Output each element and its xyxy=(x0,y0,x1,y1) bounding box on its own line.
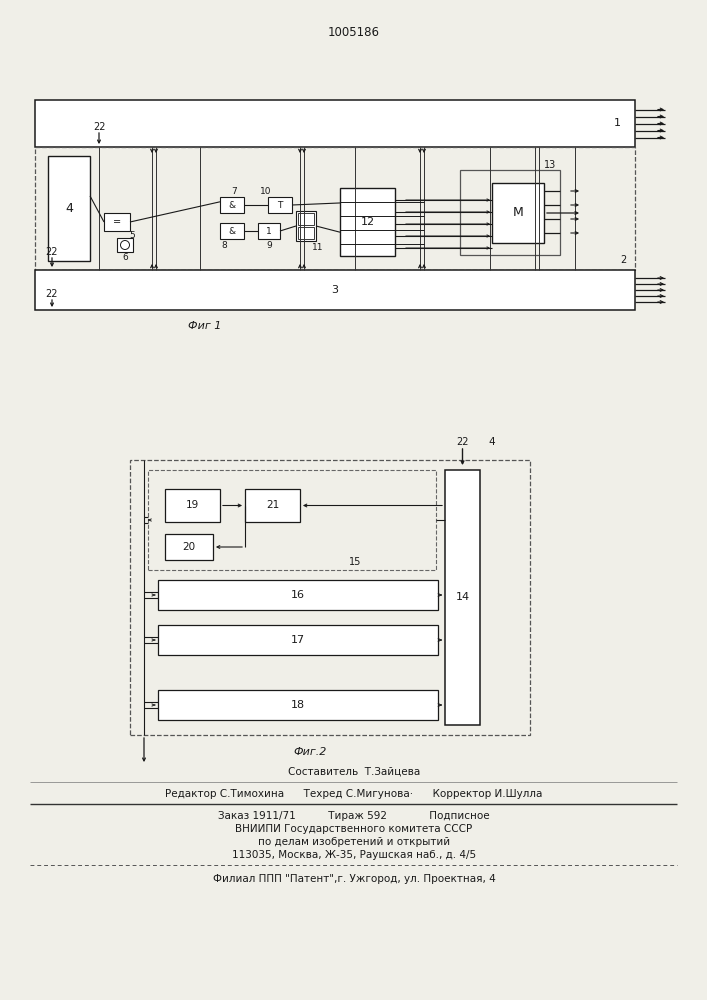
Text: 22: 22 xyxy=(46,247,58,257)
Text: 11: 11 xyxy=(312,242,324,251)
Text: Фиг.2: Фиг.2 xyxy=(293,747,327,757)
Bar xyxy=(158,690,438,720)
Bar xyxy=(220,197,244,213)
Bar xyxy=(340,188,395,256)
Text: &: & xyxy=(228,227,235,235)
Bar xyxy=(298,213,314,225)
Text: 7: 7 xyxy=(231,188,237,196)
Text: 4: 4 xyxy=(489,437,496,447)
Bar xyxy=(35,100,635,147)
Bar xyxy=(245,489,300,522)
Text: 1005186: 1005186 xyxy=(328,25,380,38)
Text: Редактор С.Тимохина      Техред С.Мигунова·      Корректор И.Шулла: Редактор С.Тимохина Техред С.Мигунова· К… xyxy=(165,789,543,799)
Text: по делам изобретений и открытий: по делам изобретений и открытий xyxy=(258,837,450,847)
Text: 20: 20 xyxy=(182,542,196,552)
Text: 22: 22 xyxy=(46,289,58,299)
Bar xyxy=(158,580,438,610)
Bar xyxy=(130,460,530,735)
Text: 10: 10 xyxy=(260,188,271,196)
Text: 18: 18 xyxy=(291,700,305,710)
Bar xyxy=(298,227,314,239)
Bar xyxy=(460,170,560,255)
Text: 14: 14 xyxy=(455,592,469,602)
Bar xyxy=(165,489,220,522)
Text: =: = xyxy=(113,217,121,227)
Bar xyxy=(48,156,90,261)
Text: 22: 22 xyxy=(93,122,105,132)
Text: 5: 5 xyxy=(129,232,135,240)
Text: 1: 1 xyxy=(266,227,272,235)
Bar xyxy=(220,223,244,239)
Text: Филиал ППП "Патент",г. Ужгород, ул. Проектная, 4: Филиал ППП "Патент",г. Ужгород, ул. Прое… xyxy=(213,874,496,884)
Bar xyxy=(104,213,130,231)
Text: 2: 2 xyxy=(620,255,626,265)
Bar xyxy=(117,238,133,252)
Text: 22: 22 xyxy=(456,437,469,447)
Text: T: T xyxy=(277,200,283,210)
Bar xyxy=(268,197,292,213)
Text: 21: 21 xyxy=(266,500,279,510)
Bar xyxy=(35,147,635,270)
Bar xyxy=(492,183,544,243)
Text: 17: 17 xyxy=(291,635,305,645)
Bar xyxy=(35,270,635,310)
Text: 113035, Москва, Ж-35, Раушская наб., д. 4/5: 113035, Москва, Ж-35, Раушская наб., д. … xyxy=(232,850,476,860)
Text: M: M xyxy=(513,207,523,220)
Text: Составитель  Т.Зайцева: Составитель Т.Зайцева xyxy=(288,767,420,777)
Bar xyxy=(258,223,280,239)
Bar xyxy=(165,534,213,560)
Text: 8: 8 xyxy=(221,240,227,249)
Text: 13: 13 xyxy=(544,160,556,170)
Text: 1: 1 xyxy=(614,118,621,128)
Text: 16: 16 xyxy=(291,590,305,600)
Text: 12: 12 xyxy=(361,217,375,227)
Bar xyxy=(445,470,480,725)
Text: ВНИИПИ Государственного комитета СССР: ВНИИПИ Государственного комитета СССР xyxy=(235,824,472,834)
Bar xyxy=(296,211,316,241)
Text: 15: 15 xyxy=(349,557,361,567)
Bar xyxy=(158,625,438,655)
Text: 19: 19 xyxy=(186,500,199,510)
Text: Заказ 1911/71          Тираж 592             Подписное: Заказ 1911/71 Тираж 592 Подписное xyxy=(218,811,490,821)
Text: &: & xyxy=(228,200,235,210)
Text: 3: 3 xyxy=(332,285,339,295)
Text: 4: 4 xyxy=(65,202,73,215)
Bar xyxy=(148,470,436,570)
Text: 6: 6 xyxy=(122,253,128,262)
Text: Фиг 1: Фиг 1 xyxy=(188,321,222,331)
Text: 9: 9 xyxy=(266,240,272,249)
